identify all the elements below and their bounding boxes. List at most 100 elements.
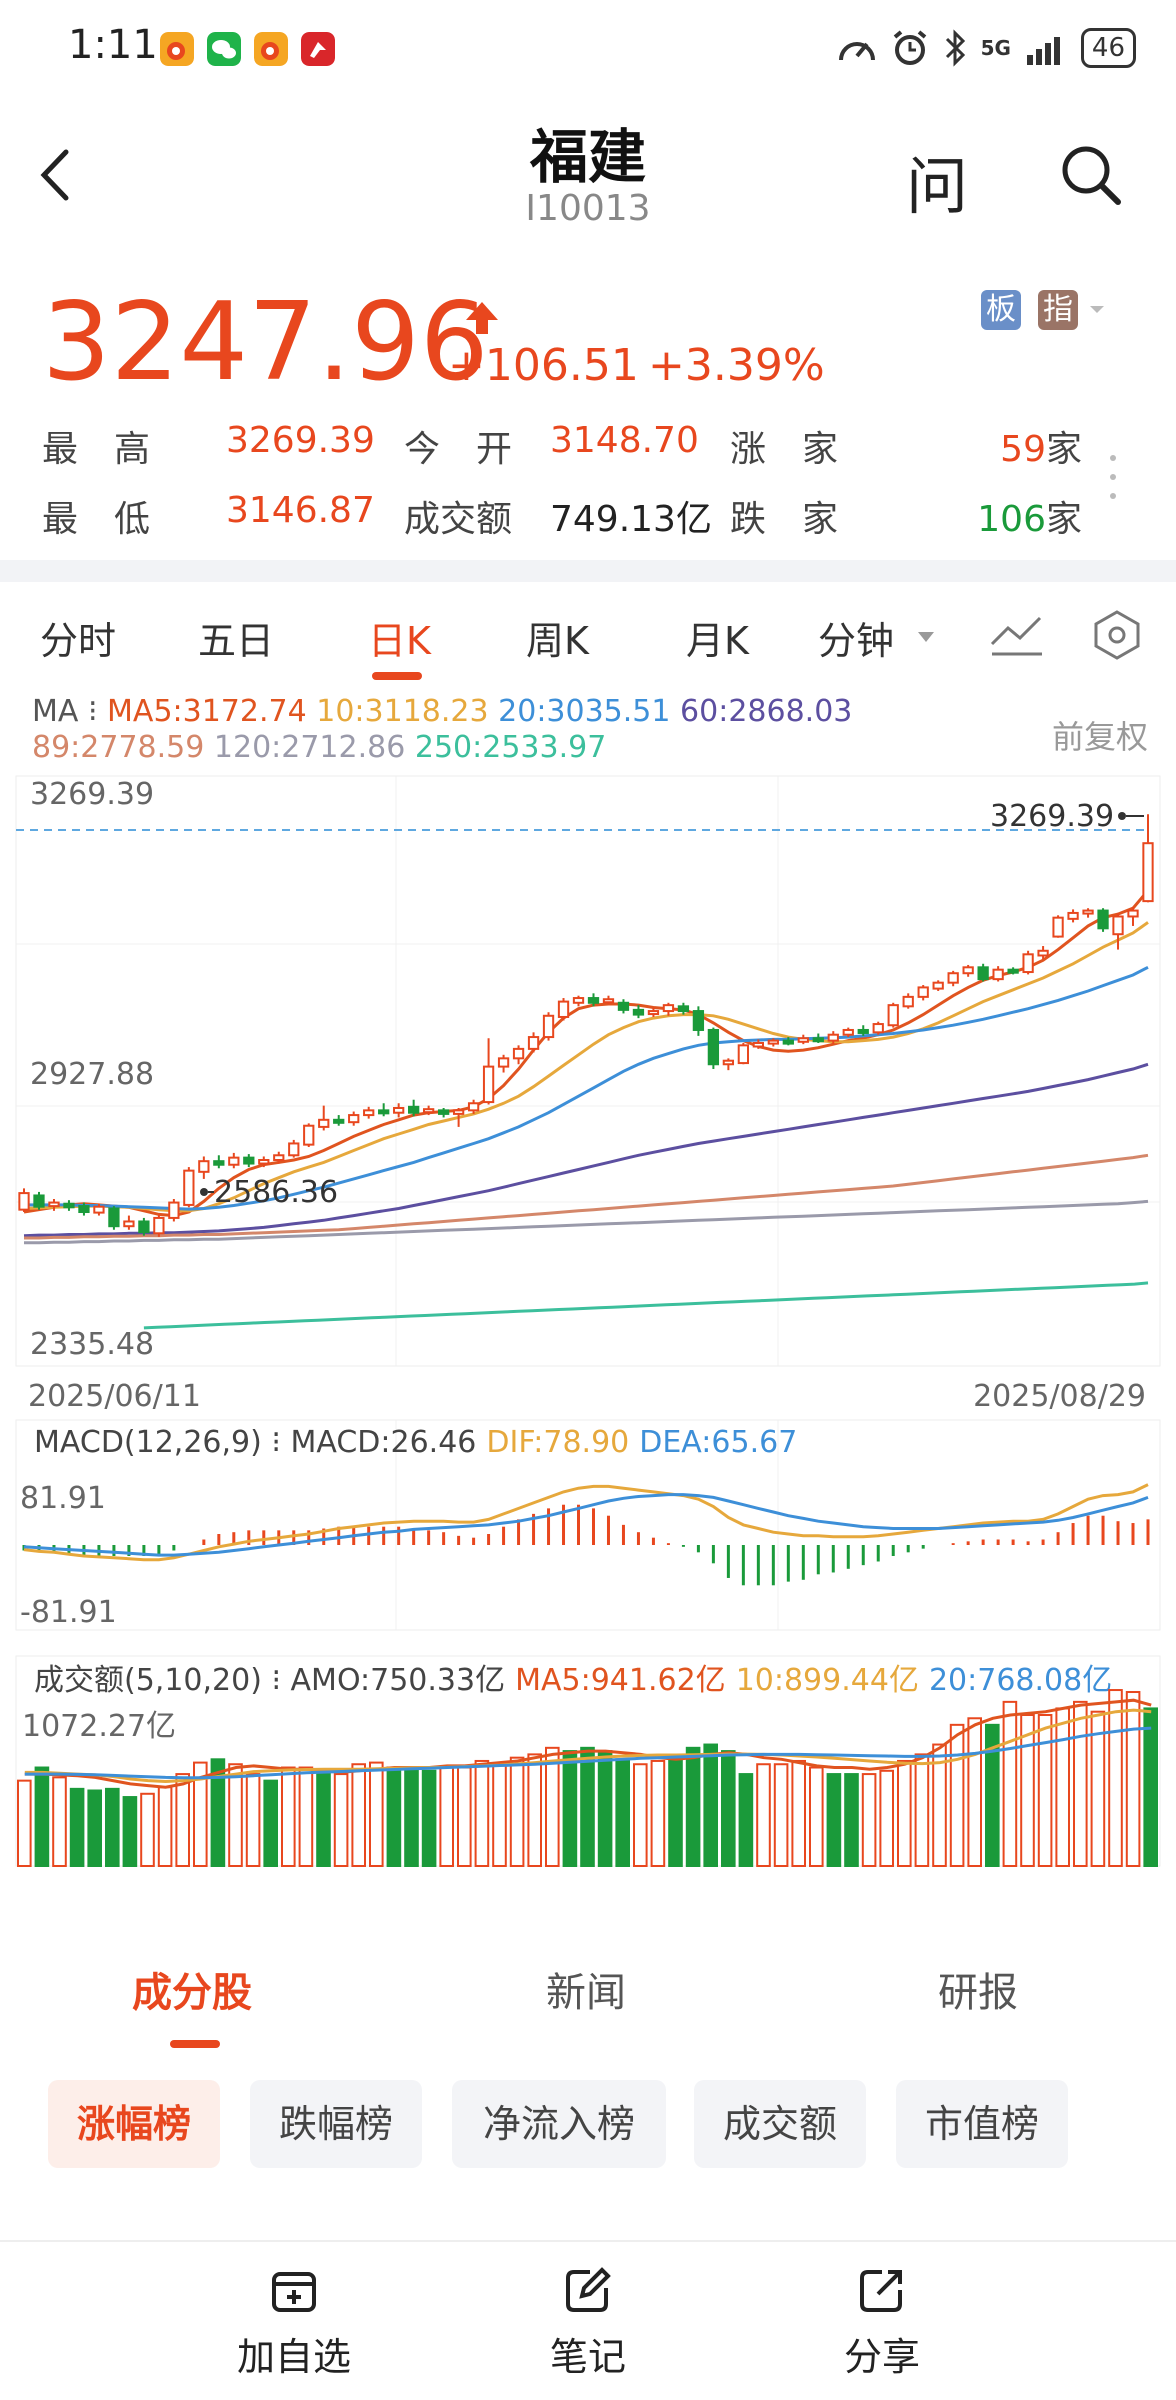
volume-bar-down: [1143, 1707, 1159, 1867]
volume-bar-up: [474, 1759, 490, 1868]
high-label: 最 高: [42, 429, 151, 470]
current-price: 3247.96: [42, 280, 489, 405]
tab-constituents[interactable]: 成分股: [132, 1970, 252, 2016]
more-vertical-icon[interactable]: [1108, 452, 1118, 502]
decliners-value: 106家: [977, 499, 1082, 540]
kline-frame: [15, 775, 1161, 1367]
candle-down: [677, 1005, 690, 1013]
tab-minute[interactable]: 分钟: [818, 619, 895, 663]
share-button[interactable]: 分享: [802, 2262, 962, 2381]
speedometer-icon: [838, 42, 875, 61]
macd-axis-top: 81.91: [20, 1481, 106, 1516]
candle-down: [63, 1202, 75, 1209]
up-arrow-icon: [466, 302, 498, 334]
volume-bars: [17, 1689, 1159, 1868]
chart-draw-icon[interactable]: [988, 608, 1046, 660]
candle-down: [33, 1194, 45, 1208]
ma10-line: [23, 921, 1149, 1213]
volume-bar-down: [615, 1758, 631, 1867]
candle-up: [542, 1014, 555, 1039]
candle-up: [452, 1109, 465, 1115]
tab-reports[interactable]: 研报: [938, 1970, 1018, 2016]
add-watchlist-label: 加自选: [236, 2335, 351, 2379]
volume-bar-up: [140, 1792, 155, 1867]
chart-settings-icon[interactable]: [1088, 608, 1146, 660]
volume-ma5-line: [24, 1698, 1152, 1789]
candle-down: [707, 1028, 720, 1066]
candle-down: [632, 1008, 645, 1016]
tab-daily-k[interactable]: 日K: [368, 619, 431, 663]
index-tag[interactable]: 指: [1038, 290, 1078, 330]
volume-bar-down: [69, 1787, 85, 1867]
search-icon[interactable]: [1056, 140, 1126, 210]
note-button[interactable]: 笔记: [508, 2262, 668, 2381]
chip-market-cap[interactable]: 市值榜: [896, 2080, 1068, 2168]
stock-app-icon: [301, 32, 335, 66]
volume-bar-up: [914, 1753, 930, 1867]
ma10-value: 10:3118.23: [316, 694, 489, 729]
candle-up: [393, 1106, 405, 1114]
kline-chart[interactable]: 3269.39 2927.88 2335.48 3269.39 2586.36 …: [0, 770, 1176, 1880]
candle-up: [1112, 915, 1124, 936]
candle-up: [1127, 909, 1139, 918]
adjust-mode-button[interactable]: 前复权: [1051, 718, 1148, 756]
price-change: +106.51: [448, 340, 639, 391]
tab-weekly-k[interactable]: 周K: [526, 619, 589, 663]
volume-bar-up: [1002, 1700, 1018, 1867]
chip-turnover[interactable]: 成交额: [694, 2080, 866, 2168]
candle-down: [243, 1156, 255, 1165]
volume-bar-up: [897, 1759, 912, 1868]
signal-icon: [1026, 37, 1060, 65]
candle-up: [198, 1160, 210, 1173]
tab-five-day[interactable]: 五日: [198, 619, 275, 663]
volume-bar-up: [949, 1723, 965, 1868]
candle-up: [482, 1065, 495, 1104]
content-tabs: 成分股 新闻 研报: [0, 1940, 1176, 2060]
weibo-app-icon-2: [254, 32, 288, 66]
vol-ma5-value: MA5:941.62亿: [515, 1663, 726, 1698]
candle-up: [797, 1037, 809, 1043]
chip-top-losers[interactable]: 跌幅榜: [250, 2080, 422, 2168]
minute-dropdown-icon[interactable]: [916, 630, 936, 644]
stat-row-2: 最 低 3146.87 成交额 749.13亿 跌 家 106家: [42, 490, 1082, 540]
candles: [18, 814, 1154, 1237]
volume-bar-down: [263, 1779, 278, 1868]
candle-down: [378, 1109, 390, 1115]
note-edit-icon: [566, 2267, 611, 2312]
decliners-label: 跌 家: [730, 499, 839, 540]
add-watchlist-button[interactable]: 加自选: [214, 2262, 374, 2381]
volume-bar-up: [157, 1786, 173, 1867]
chip-top-gainers[interactable]: 涨幅榜: [48, 2080, 220, 2168]
open-label: 今 开: [404, 429, 513, 470]
back-arrow-icon[interactable]: [30, 140, 90, 210]
volume-bar-up: [457, 1766, 472, 1867]
candle-up: [932, 981, 944, 990]
volume-bar-up: [809, 1766, 824, 1867]
candle-down: [857, 1028, 869, 1034]
volume-bar-up: [756, 1763, 771, 1867]
ma-legend-row-2: 89:2778.59 120:2712.86 250:2533.97: [32, 730, 606, 765]
tab-intraday[interactable]: 分时: [40, 619, 117, 663]
y-label-top: 3269.39: [30, 777, 154, 812]
tab-monthly-k[interactable]: 月K: [686, 619, 749, 663]
candle-down: [108, 1207, 120, 1228]
volume-bar-down: [386, 1766, 402, 1867]
chart-period-tabs: 分时 五日 日K 周K 月K 分钟: [0, 590, 1176, 686]
candle-down: [1097, 909, 1109, 930]
tab-news[interactable]: 新闻: [546, 1970, 626, 2016]
candle-down: [437, 1109, 450, 1115]
tag-dropdown-icon[interactable]: [1086, 298, 1108, 320]
open-value: 3148.70: [550, 420, 699, 461]
advancers-label: 涨 家: [730, 429, 839, 470]
chip-net-inflow[interactable]: 净流入榜: [452, 2080, 666, 2168]
note-label: 笔记: [549, 2335, 626, 2379]
sector-tag[interactable]: 板: [981, 290, 1021, 330]
turnover-label: 成交额: [404, 499, 513, 540]
candle-up: [1082, 909, 1094, 915]
ma60-line: [23, 1062, 1149, 1238]
ask-button[interactable]: 问: [906, 150, 969, 223]
high-marker-dot: [1118, 812, 1126, 820]
volume-bar-down: [721, 1750, 736, 1868]
volume-bar-up: [333, 1773, 349, 1867]
wechat-app-icon: [207, 32, 241, 66]
